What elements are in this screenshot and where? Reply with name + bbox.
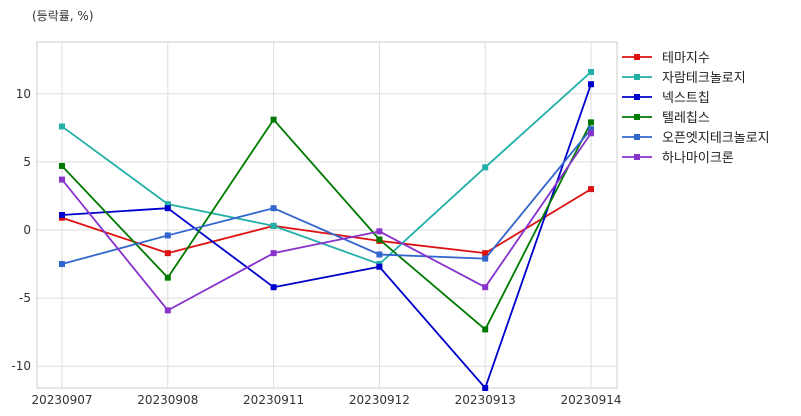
data-point bbox=[270, 250, 277, 257]
grid-lines bbox=[37, 42, 617, 388]
legend-swatch-marker bbox=[634, 114, 640, 120]
legend-label: 하나마이크론 bbox=[662, 151, 734, 166]
data-point bbox=[164, 205, 171, 212]
legend-item: 자람테크놀로지 bbox=[622, 71, 746, 86]
data-point bbox=[270, 284, 277, 291]
x-tick-label: 20230911 bbox=[243, 393, 304, 407]
data-point bbox=[376, 236, 383, 243]
legend-item: 텔레칩스 bbox=[622, 111, 710, 126]
series-group bbox=[59, 126, 594, 268]
data-point bbox=[164, 201, 171, 208]
data-point bbox=[59, 162, 65, 169]
legend-label: 오픈엣지테크놀로지 bbox=[662, 131, 770, 146]
data-point bbox=[482, 250, 489, 257]
data-point bbox=[376, 263, 383, 270]
y-tick-label: 5 bbox=[23, 155, 31, 169]
data-point bbox=[164, 232, 171, 239]
legend-item: 하나마이크론 bbox=[622, 151, 734, 166]
legend-label: 자람테크놀로지 bbox=[662, 71, 746, 86]
data-point bbox=[376, 228, 383, 235]
y-tick-label: -5 bbox=[19, 291, 31, 305]
data-point bbox=[164, 274, 171, 281]
data-point bbox=[588, 126, 594, 133]
legend-item: 오픈엣지테크놀로지 bbox=[622, 131, 770, 146]
legend-swatch-marker bbox=[634, 74, 640, 80]
x-tick-label: 20230908 bbox=[137, 393, 198, 407]
data-point bbox=[588, 119, 594, 126]
legend-item: 테마지수 bbox=[622, 51, 710, 66]
series-group bbox=[59, 81, 594, 391]
legend-swatch-marker bbox=[634, 54, 640, 60]
legend-swatch-marker bbox=[634, 154, 640, 160]
legend-label: 텔레칩스 bbox=[662, 111, 710, 126]
data-point bbox=[588, 81, 594, 88]
unit-label: (등락률, %) bbox=[32, 9, 94, 23]
data-point bbox=[59, 212, 65, 218]
series-line bbox=[61, 71, 592, 265]
series-group bbox=[59, 130, 594, 314]
series-lines bbox=[59, 68, 594, 391]
data-point bbox=[59, 123, 65, 130]
data-point bbox=[588, 186, 594, 193]
data-point bbox=[482, 255, 489, 262]
data-point bbox=[59, 176, 65, 183]
legend-item: 넥스트칩 bbox=[622, 91, 710, 106]
y-tick-label: 10 bbox=[16, 87, 31, 101]
series-line bbox=[61, 128, 592, 265]
data-point bbox=[59, 261, 65, 268]
x-axis: 20230907 20230908 20230911 20230912 20230913… bbox=[31, 393, 621, 407]
y-tick-label: 0 bbox=[23, 223, 31, 237]
data-point bbox=[482, 164, 489, 171]
data-point bbox=[164, 307, 171, 314]
legend-swatch-marker bbox=[634, 94, 640, 100]
data-point bbox=[588, 68, 594, 75]
data-point bbox=[164, 250, 171, 257]
data-point bbox=[270, 222, 277, 229]
x-tick-label: 20230907 bbox=[31, 393, 92, 407]
series-line bbox=[61, 132, 592, 312]
x-tick-label: 20230914 bbox=[560, 393, 621, 407]
data-point bbox=[482, 326, 489, 333]
y-axis: -10 -5 0 5 10 bbox=[11, 87, 31, 373]
y-tick-label: -10 bbox=[11, 359, 31, 373]
series-line bbox=[61, 83, 592, 389]
series-line bbox=[61, 188, 592, 255]
series-line bbox=[61, 118, 592, 331]
legend-label: 테마지수 bbox=[662, 51, 710, 66]
data-point bbox=[270, 116, 277, 123]
series-group bbox=[59, 116, 594, 333]
legend-label: 넥스트칩 bbox=[662, 91, 710, 106]
data-point bbox=[588, 130, 594, 137]
legend-swatch-marker bbox=[634, 134, 640, 140]
data-point bbox=[376, 251, 383, 258]
data-point bbox=[482, 284, 489, 291]
data-point bbox=[270, 205, 277, 212]
x-tick-label: 20230912 bbox=[349, 393, 410, 407]
data-point bbox=[482, 385, 489, 391]
x-tick-label: 20230913 bbox=[455, 393, 516, 407]
